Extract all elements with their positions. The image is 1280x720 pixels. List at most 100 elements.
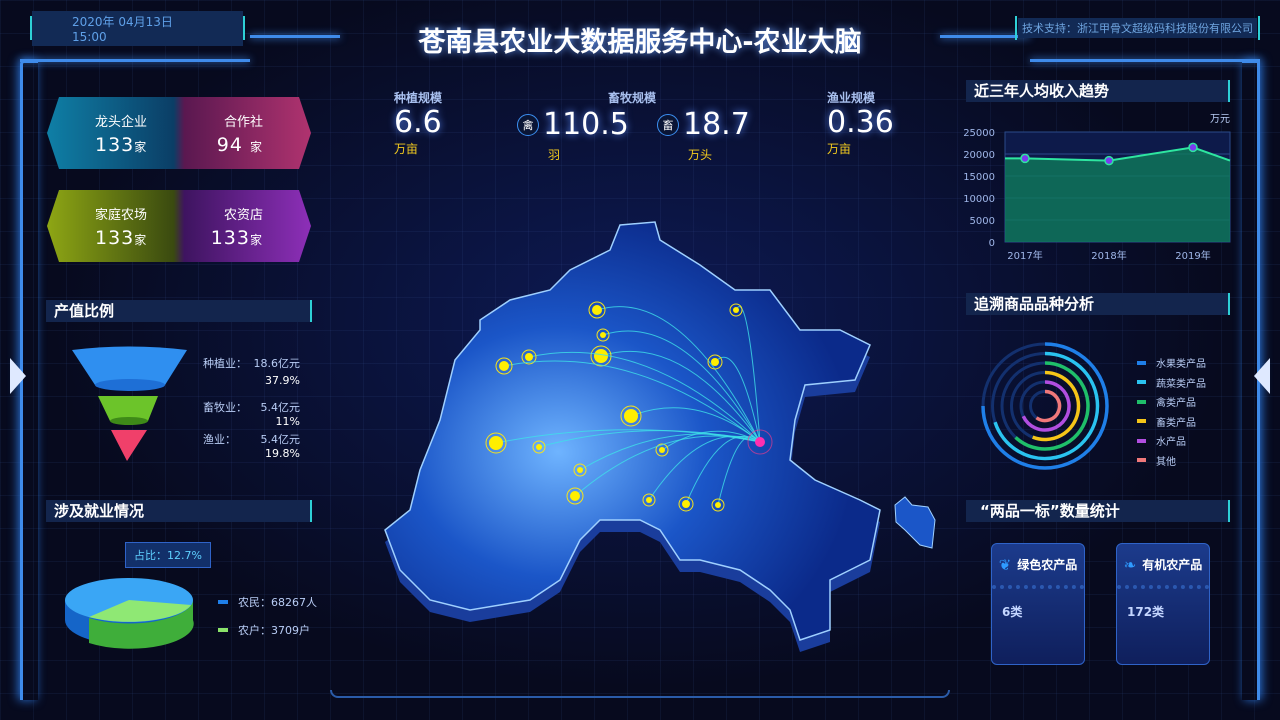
pie-3d-chart [65,578,194,649]
funnel-planting-base [95,379,165,391]
income-point[interactable] [1188,142,1198,153]
y-tick-label: 20000 [963,150,995,161]
site-point[interactable] [499,361,509,371]
funnel-livestock-base [110,417,148,425]
income-unit: 万元 [1210,114,1230,125]
flow-line [648,435,761,501]
ring-bar[interactable] [1021,380,1071,432]
legend-item[interactable]: 水产品 [1137,431,1206,451]
left-arrow-icon[interactable] [10,358,26,394]
site-point[interactable] [659,447,665,453]
x-tick-label: 2017年 [1007,249,1042,262]
site-point[interactable] [624,409,638,423]
site-point[interactable] [489,436,503,450]
section-two-products: “两品一标”数量统计 [966,500,1230,522]
flow-line [685,436,761,505]
stat-livestock-label: 畜牧规模 [608,91,657,105]
cattle-unit: 万头 [688,148,713,162]
pie-slice-households [89,600,191,622]
output-legend: 种植业： 18.6亿元 37.9% 畜牧业： 5.4亿元 11% 渔业： 5.4亿元 … [203,357,300,460]
x-tick-label: 2019年 [1175,249,1210,262]
funnel-planting [72,346,187,389]
ring-bar[interactable] [1014,361,1090,451]
income-point[interactable] [1020,153,1030,164]
legend-item[interactable]: 蔬菜类产品 [1137,373,1206,393]
site-point[interactable] [536,444,542,450]
legend-label: 蔬菜类产品 [1156,378,1206,390]
legend-swatch [1137,399,1146,404]
flow-line [600,350,761,443]
x-tick-label: 2018年 [1091,249,1126,262]
top-line-left [20,59,250,62]
legend-swatch [218,600,228,604]
flow-line [717,436,761,506]
site-ring [521,349,537,365]
stat-planting: 种植规模 6.6 万亩 [394,91,443,156]
card-leading-enterprise[interactable]: 龙头企业 133家 [95,114,148,156]
ring-bar[interactable] [1032,370,1081,442]
ring-bar[interactable] [1035,389,1062,423]
legend-item[interactable]: 其他 [1137,451,1206,471]
site-point[interactable] [715,502,721,508]
ring-bar[interactable] [981,342,1109,470]
pie-tooltip: 占比：12.7% [125,542,211,568]
site-ring [620,405,642,427]
card-agri-supply-store[interactable]: 农资店 133家 [210,207,263,249]
right-arrow-icon[interactable] [1254,358,1270,394]
site-point[interactable] [570,491,580,501]
site-point[interactable] [733,307,739,313]
card-family-farm[interactable]: 家庭农场 133家 [95,207,148,249]
legend-item[interactable]: 禽类产品 [1137,392,1206,412]
legend-item[interactable]: 畜类产品 [1137,412,1206,432]
hub-ring [747,429,773,455]
legend-swatch [1137,360,1146,365]
site-ring [573,463,587,477]
site-point[interactable] [592,305,602,315]
site-ring [596,328,610,342]
income-area [1005,147,1230,242]
green-product-card[interactable]: ❦ 绿色农产品 6类 [991,543,1085,665]
legend-swatch [1137,438,1146,443]
site-point[interactable] [600,332,606,338]
site-point[interactable] [646,497,652,503]
site-point[interactable] [594,349,608,363]
legend-swatch [218,628,228,632]
page-title: 苍南县农业大数据服务中心-农业大脑 [418,27,862,58]
site-ring [566,487,584,505]
legend-item[interactable]: 水果类产品 [1137,353,1206,373]
card-pair-1: 龙头企业 133家 合作社 94 家 [47,97,311,169]
radial-bar-chart [981,342,1109,470]
ring-bar[interactable] [993,351,1100,461]
organic-product-card[interactable]: ❧ 有机农产品 172类 [1116,543,1210,665]
tech-support: 技术支持：浙江甲骨文超级码科技股份有限公司 [1015,16,1260,40]
legend-label: 畜类产品 [1156,417,1196,429]
stat-fishery: 渔业规模 0.36 万亩 [827,91,894,156]
legend-swatch [1137,380,1146,385]
poultry-icon: 禽 [517,114,539,136]
site-ring [707,354,723,370]
legend-swatch [1137,419,1146,424]
site-ring [588,301,606,319]
site-point[interactable] [682,500,690,508]
site-ring [642,493,656,507]
site-ring [729,303,743,317]
site-point[interactable] [525,353,533,361]
y-tick-label: 25000 [963,128,995,139]
radial-legend: 水果类产品蔬菜类产品禽类产品畜类产品水产品 其他 [1137,353,1206,470]
site-ring [495,357,513,375]
card-cooperative[interactable]: 合作社 94 家 [216,114,263,156]
flow-line [735,306,761,443]
income-point[interactable] [1104,155,1114,166]
leaf-icon: ❦ [998,555,1012,574]
y-tick-label: 0 [989,238,995,249]
y-tick-label: 15000 [963,172,995,183]
site-point[interactable] [577,467,583,473]
flow-line [714,356,761,443]
site-point[interactable] [711,358,719,366]
site-ring [655,443,669,457]
top-line-left-upper [250,35,340,38]
funnel-chart [72,346,187,461]
y-tick-label: 5000 [970,216,995,227]
y-tick-label: 10000 [963,194,995,205]
